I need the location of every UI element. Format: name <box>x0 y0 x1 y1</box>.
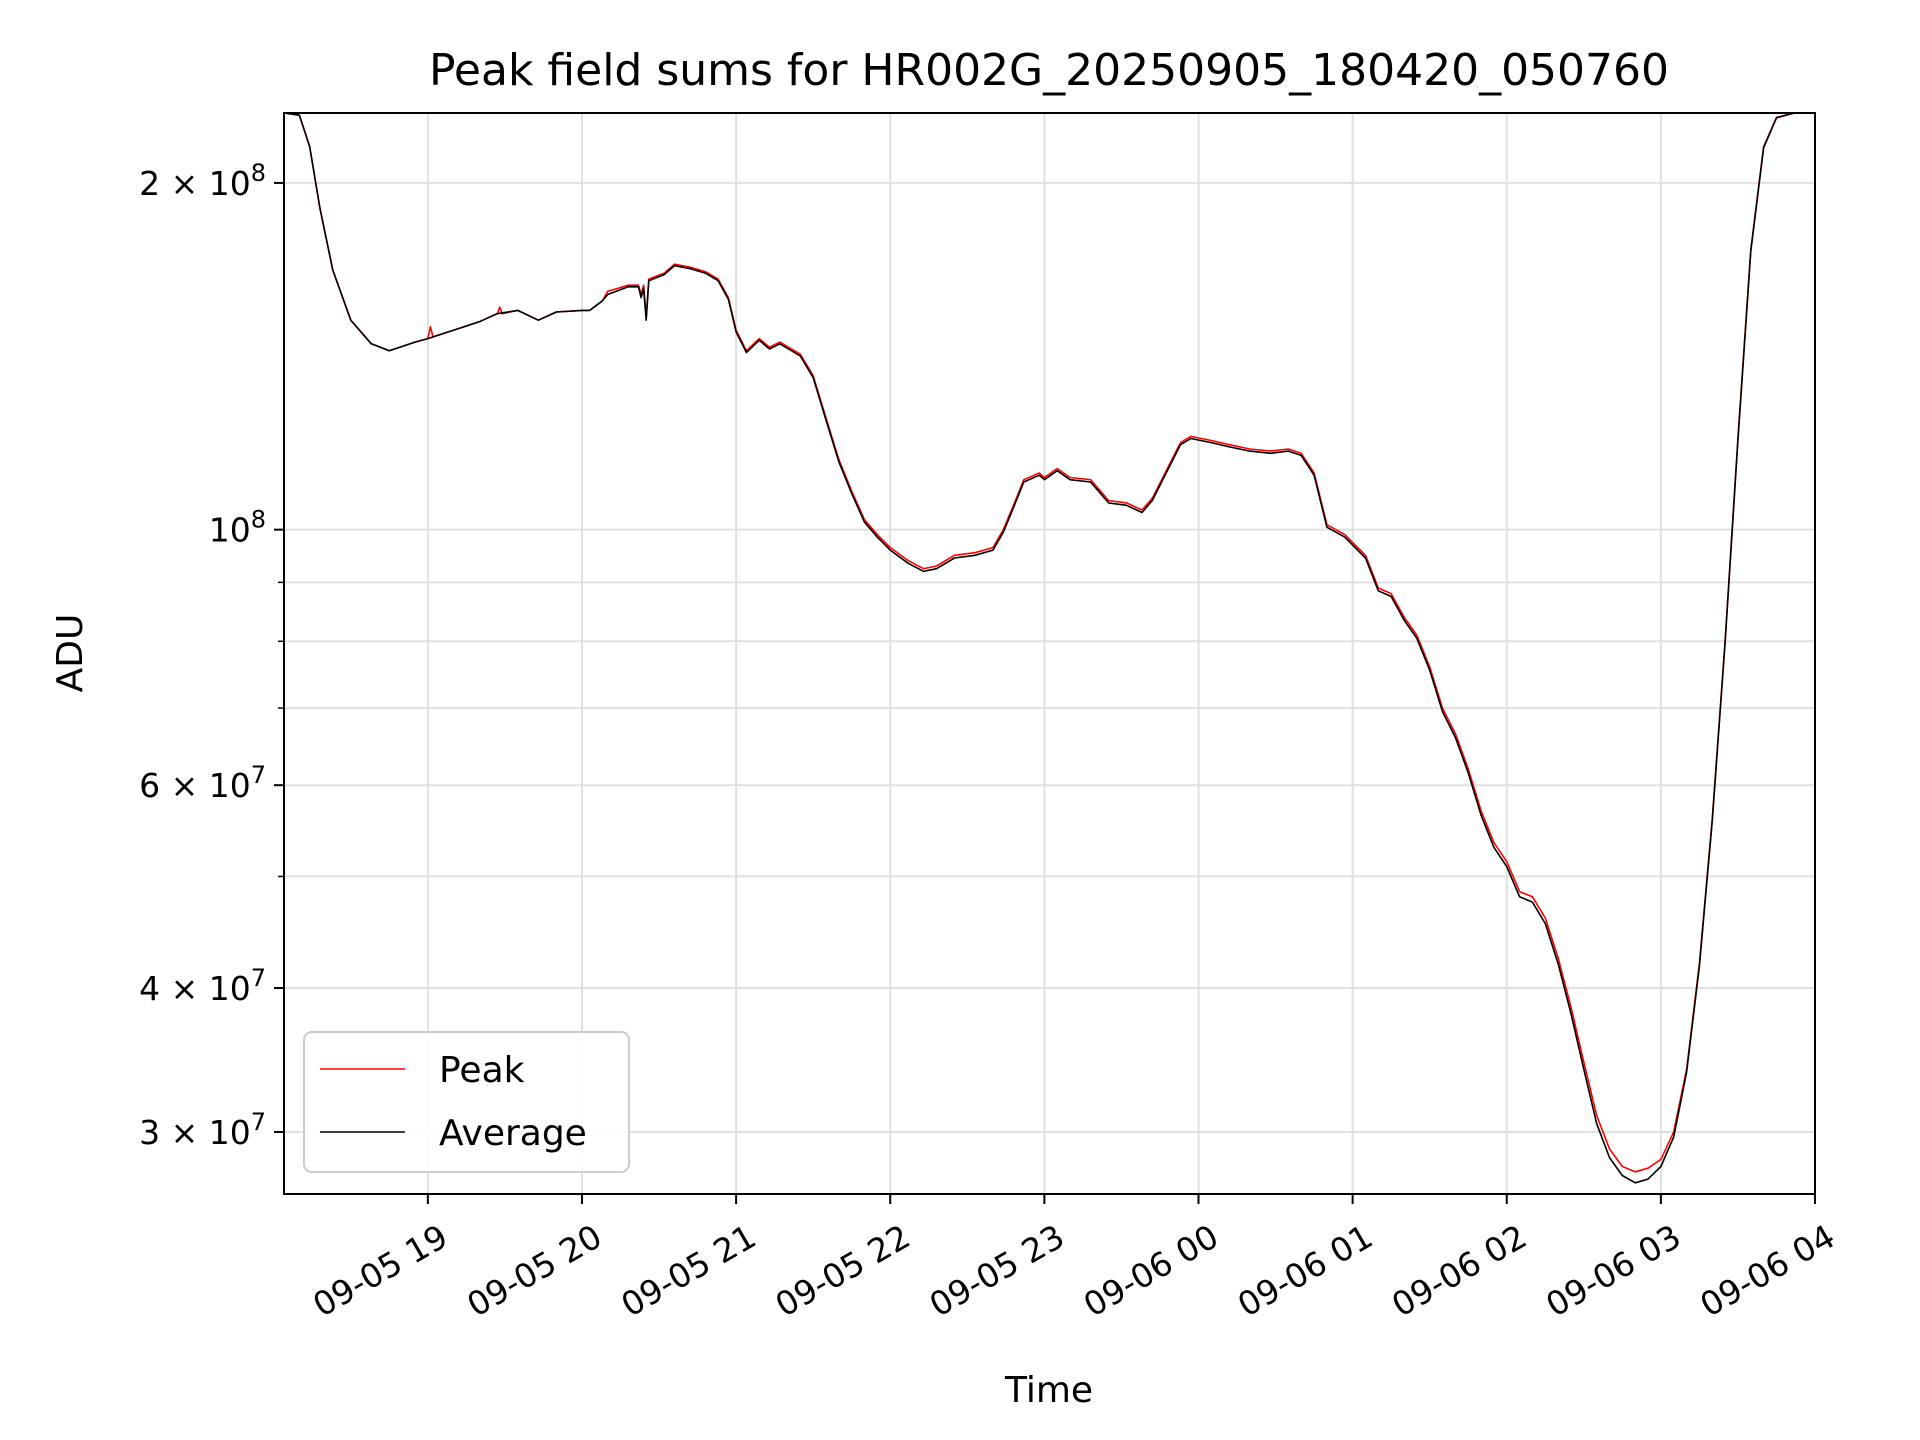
chart-title: Peak field sums for HR002G_20250905_1804… <box>429 45 1669 96</box>
series-layer <box>284 113 1815 1184</box>
y-tick-label: 6 × 107 <box>139 761 266 805</box>
series-line-average <box>284 113 1815 1184</box>
y-tick-label: 2 × 108 <box>139 159 266 203</box>
x-axis-label: Time <box>1004 1370 1093 1411</box>
legend: Peak Average <box>303 1031 630 1173</box>
y-tick-label: 4 × 107 <box>139 964 266 1008</box>
y-tick-label: 108 <box>209 506 266 550</box>
y-axis: 3 × 107 4 × 107 6 × 107 108 2 × 108 <box>139 159 284 1152</box>
y-axis-label: ADU <box>50 614 91 693</box>
plot-frame <box>283 112 1816 1195</box>
legend-label-average: Average <box>439 1113 587 1154</box>
y-tick-label: 3 × 107 <box>139 1108 266 1152</box>
legend-label-peak: Peak <box>439 1050 525 1091</box>
legend-box <box>303 1031 630 1173</box>
